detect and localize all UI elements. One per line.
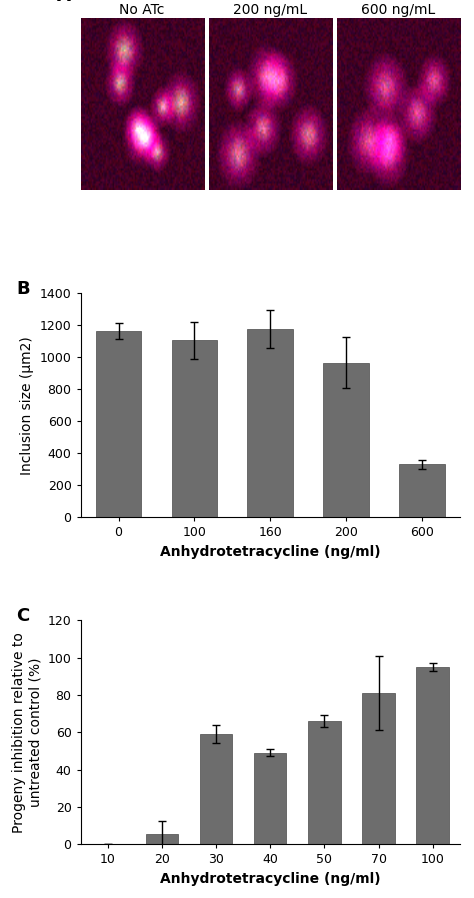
Title: 600 ng/mL: 600 ng/mL	[361, 3, 435, 17]
Bar	[323, 363, 369, 517]
Bar	[146, 834, 178, 844]
Y-axis label: Inclusion size (μm2): Inclusion size (μm2)	[20, 336, 34, 475]
Bar	[96, 330, 141, 517]
Bar	[172, 340, 217, 517]
Y-axis label: Progeny inhibition relative to
untreated control (%): Progeny inhibition relative to untreated…	[12, 632, 42, 832]
Bar	[200, 734, 232, 844]
X-axis label: Anhydrotetracycline (ng/ml): Anhydrotetracycline (ng/ml)	[160, 872, 381, 885]
Text: B: B	[16, 280, 30, 298]
X-axis label: Anhydrotetracycline (ng/ml): Anhydrotetracycline (ng/ml)	[160, 545, 381, 559]
Bar	[362, 693, 395, 844]
Bar	[247, 330, 293, 517]
Title: 200 ng/mL: 200 ng/mL	[233, 3, 307, 17]
Bar	[254, 753, 286, 844]
Text: C: C	[16, 607, 29, 625]
Bar	[417, 667, 449, 844]
Bar	[308, 721, 341, 844]
Title: No ATc: No ATc	[119, 3, 165, 17]
Text: A: A	[57, 0, 71, 5]
Bar	[399, 464, 445, 517]
